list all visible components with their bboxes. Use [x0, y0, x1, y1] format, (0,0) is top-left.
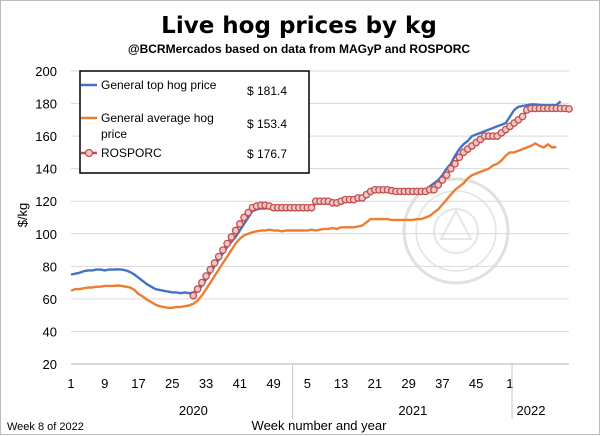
y-tick-label: 20: [43, 357, 57, 372]
data-point: [210, 259, 219, 267]
year-labels: 2020 2021 2022: [179, 364, 546, 419]
x-tick-label: 13: [334, 376, 348, 391]
data-point: [219, 246, 227, 254]
y-tick-label: 160: [35, 129, 57, 144]
data-point: [206, 265, 215, 274]
legend-box: [79, 70, 310, 174]
data-point: [430, 185, 438, 194]
x-tick-label: 1: [67, 376, 74, 391]
x-tick-label: 17: [131, 376, 145, 391]
y-tick-label: 40: [43, 324, 57, 339]
legend-label: price: [101, 127, 127, 141]
x-tick-label: 21: [368, 376, 382, 391]
year-label: 2022: [517, 403, 546, 418]
x-tick-label: 25: [165, 376, 179, 391]
x-tick-label: 33: [199, 376, 213, 391]
data-point: [223, 239, 232, 248]
y-axis-ticks: 20 40 60 80 100 120 140 160 180 200: [35, 64, 57, 372]
data-point: [240, 213, 248, 222]
y-tick-label: 200: [35, 64, 57, 79]
chart-title: Live hog prices by kg: [161, 13, 437, 39]
x-tick-label: 41: [233, 376, 247, 391]
x-tick-label: 29: [401, 376, 415, 391]
data-point: [434, 181, 443, 189]
data-point: [518, 112, 527, 121]
y-tick-label: 60: [43, 292, 57, 307]
y-tick-label: 180: [35, 97, 57, 112]
data-point: [189, 291, 198, 300]
y-tick-label: 80: [43, 259, 57, 274]
year-label: 2020: [179, 403, 208, 418]
legend-label: General top hog price: [101, 78, 217, 92]
data-point: [214, 252, 223, 261]
year-label: 2021: [398, 403, 427, 418]
footnote: Week 8 of 2022: [7, 421, 84, 433]
legend-label: General average hog: [101, 111, 214, 125]
data-point: [455, 153, 464, 162]
data-point: [193, 285, 202, 293]
x-axis-label: Week number and year: [252, 418, 388, 433]
data-point: [197, 278, 206, 287]
legend: General top hog price $ 181.4 General aver…: [79, 70, 310, 174]
data-point: [451, 159, 459, 168]
legend-label: ROSPORC: [101, 146, 162, 160]
x-axis-ticks: 1 9 17 25 33 41 49 5 13 21 29 37 45 1: [67, 376, 513, 391]
series-line: [70, 142, 557, 309]
x-tick-label: 37: [435, 376, 449, 391]
y-tick-label: 140: [35, 162, 57, 177]
legend-value: $ 176.7: [247, 147, 287, 161]
watermark-seal: [402, 177, 510, 285]
data-point: [244, 208, 253, 217]
data-point: [231, 226, 240, 235]
y-tick-label: 100: [35, 227, 57, 242]
chart-subtitle: @BCRMercados based on data from MAGyP an…: [128, 42, 471, 56]
data-point: [446, 164, 455, 173]
data-point: [202, 272, 210, 280]
x-tick-label: 49: [266, 376, 280, 391]
data-point: [307, 203, 316, 212]
y-tick-label: 120: [35, 194, 57, 209]
x-tick-label: 1: [506, 376, 513, 391]
data-point: [438, 176, 447, 184]
data-point: [565, 105, 573, 113]
legend-value: $ 181.4: [247, 84, 287, 98]
data-point: [235, 220, 244, 228]
x-tick-label: 5: [304, 376, 311, 391]
data-point: [227, 233, 236, 241]
x-tick-label: 9: [101, 376, 108, 391]
series-lines: [70, 100, 573, 309]
data-point: [442, 171, 451, 180]
legend-marker: [84, 148, 94, 158]
legend-value: $ 153.4: [247, 117, 287, 131]
x-tick-label: 45: [469, 376, 483, 391]
y-axis-label: $/kg: [15, 203, 30, 228]
